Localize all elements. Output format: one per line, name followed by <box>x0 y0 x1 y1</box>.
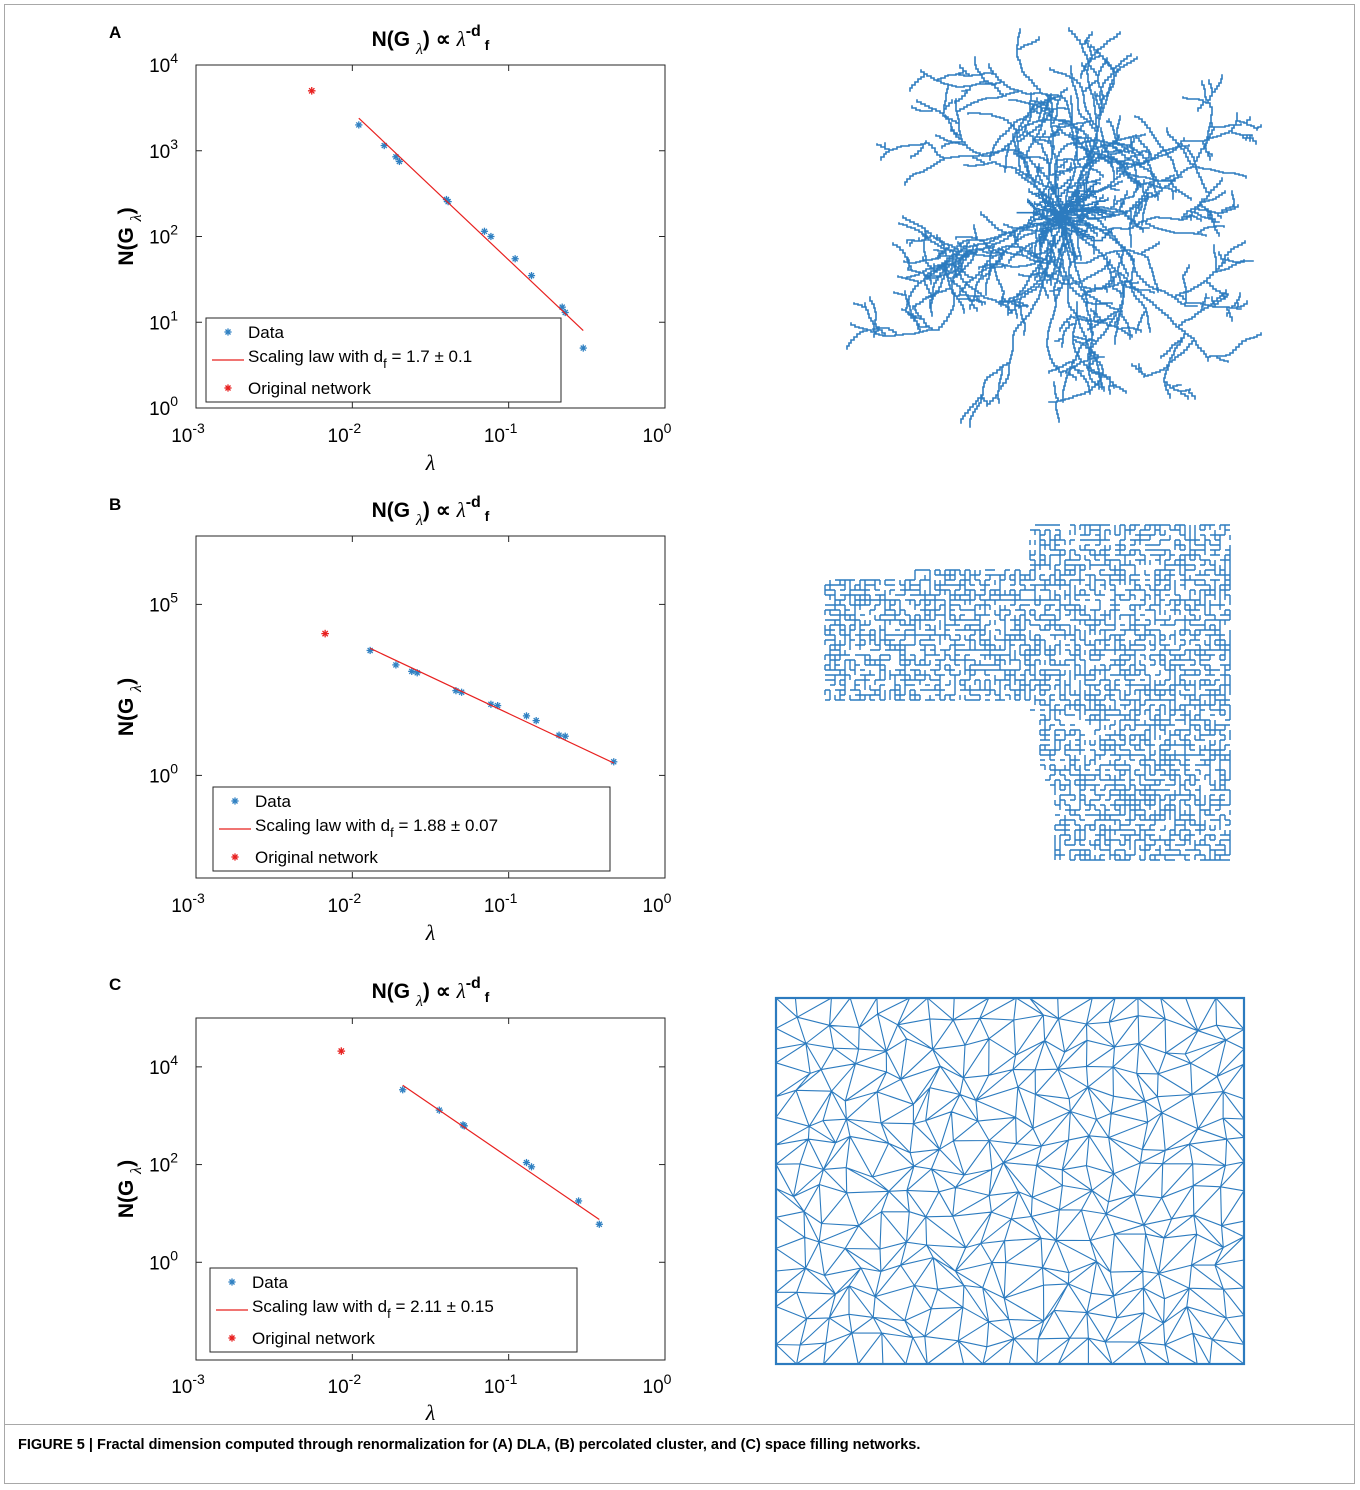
x-tick-label: 10-3 <box>171 1371 205 1398</box>
data-point <box>355 121 363 129</box>
legend-box <box>209 1267 578 1353</box>
y-tick-label: 101 <box>149 307 178 334</box>
y-tick-label: 104 <box>149 1052 178 1079</box>
mesh-border <box>774 996 1246 1366</box>
legend-data-marker <box>224 328 232 336</box>
fit-line <box>402 1084 600 1221</box>
legend-data-label: Data <box>248 323 284 342</box>
data-point <box>610 758 618 766</box>
y-axis-label: N(G λ) <box>115 1160 145 1218</box>
chart-panel-b: 10-3 10-2 10-1 100 100 105 N(G λ) ∝ λ-d f λ N(G … <box>115 494 672 945</box>
space-filling-network-image <box>774 996 1246 1366</box>
x-tick-label: 10-1 <box>484 890 518 917</box>
panel-label-c: C <box>109 975 121 994</box>
legend: Data Scaling law with df = 2.11 ± 0.15 Ori… <box>209 1267 578 1353</box>
x-axis-label: λ <box>425 450 436 475</box>
data-point <box>392 153 400 161</box>
legend-box <box>212 786 611 872</box>
x-axis-label: λ <box>425 1400 436 1425</box>
data-point <box>511 255 519 263</box>
data-point <box>579 344 587 352</box>
original-network-point <box>307 87 316 95</box>
data-point <box>527 271 536 280</box>
x-tick-label: 10-1 <box>484 420 518 447</box>
y-tick-label: 100 <box>149 1247 178 1274</box>
figure-canvas: A B C 10-3 10-2 10-1 100 100 101 102 103 104 N(G … <box>109 23 1262 1425</box>
caption-separator <box>4 1424 1355 1425</box>
data-point <box>408 667 416 675</box>
legend-data-marker <box>228 1278 236 1286</box>
legend-original-marker <box>228 1334 236 1342</box>
plot-area <box>195 535 666 879</box>
data-point <box>561 308 569 317</box>
y-tick-label: 103 <box>149 136 178 163</box>
y-tick-label: 102 <box>149 1150 178 1177</box>
x-tick-label: 10-2 <box>328 420 362 447</box>
y-tick-label: 105 <box>149 589 178 616</box>
legend-original-label: Original network <box>248 379 371 398</box>
x-tick-label: 10-1 <box>484 1371 518 1398</box>
x-tick-label: 10-2 <box>328 890 362 917</box>
legend: Data Scaling law with df = 1.7 ± 0.1 Origi… <box>205 317 562 403</box>
plot-area <box>195 1017 666 1361</box>
chart-title: N(G λ) ∝ λ-d f <box>372 23 490 58</box>
dla-network-image <box>846 27 1262 428</box>
data-point <box>527 1163 536 1171</box>
y-tick-label: 100 <box>149 760 178 787</box>
legend-original-label: Original network <box>252 1329 375 1348</box>
fit-line <box>358 117 584 331</box>
legend-fit-label: Scaling law with df = 1.88 ± 0.07 <box>255 816 498 840</box>
legend-data-label: Data <box>252 1273 288 1292</box>
chart-panel-c: 10-3 10-2 10-1 100 100 102 104 N(G λ) ∝ λ-d f λ N… <box>115 975 672 1425</box>
data-point <box>444 198 452 206</box>
legend: Data Scaling law with df = 1.88 ± 0.07 Ori… <box>212 786 611 872</box>
legend-fit-label: Scaling law with df = 1.7 ± 0.1 <box>248 347 472 371</box>
data-point <box>574 1197 583 1205</box>
x-tick-label: 10-2 <box>328 1371 362 1398</box>
data-point <box>522 712 531 720</box>
data-point <box>480 227 489 235</box>
x-axis-label: λ <box>425 920 436 945</box>
legend-original-marker <box>231 853 239 861</box>
panel-label-b: B <box>109 495 121 514</box>
y-axis-label: N(G λ) <box>115 207 145 265</box>
legend-fit-label: Scaling law with df = 2.11 ± 0.15 <box>252 1297 494 1321</box>
legend-original-marker <box>224 384 232 392</box>
legend-original-label: Original network <box>255 848 378 867</box>
y-tick-label: 104 <box>149 50 178 77</box>
data-point <box>395 157 403 166</box>
y-tick-label: 102 <box>149 222 178 249</box>
y-tick-label: 100 <box>149 393 178 420</box>
x-tick-label: 100 <box>643 420 672 447</box>
fit-line <box>369 647 614 764</box>
data-point <box>366 646 374 655</box>
chart-title: N(G λ) ∝ λ-d f <box>372 975 490 1010</box>
data-point <box>532 717 540 725</box>
data-point <box>561 732 569 740</box>
legend-data-label: Data <box>255 792 291 811</box>
data-point <box>487 232 495 241</box>
original-network-point <box>337 1047 346 1055</box>
x-tick-label: 100 <box>643 1371 672 1398</box>
charts-layer: 10-3 10-2 10-1 100 100 101 102 103 104 N(G λ) ∝ λ… <box>115 23 672 1425</box>
x-tick-label: 10-3 <box>171 420 205 447</box>
figure-caption: FIGURE 5 | Fractal dimension computed th… <box>18 1437 921 1453</box>
data-point <box>595 1220 603 1228</box>
original-network-point <box>321 629 329 638</box>
legend-data-marker <box>231 797 239 805</box>
data-point <box>522 1158 531 1167</box>
networks-layer <box>774 27 1262 1366</box>
x-tick-label: 10-3 <box>171 890 205 917</box>
figure-frame <box>4 4 1355 1484</box>
data-point <box>392 661 400 669</box>
chart-panel-a: 10-3 10-2 10-1 100 100 101 102 103 104 N(G λ) ∝ λ… <box>115 23 672 475</box>
legend-box <box>205 317 562 403</box>
y-axis-label: N(G λ) <box>115 678 145 736</box>
percolation-network-image <box>824 524 1231 861</box>
x-tick-label: 100 <box>643 890 672 917</box>
chart-title: N(G λ) ∝ λ-d f <box>372 494 490 529</box>
panel-label-a: A <box>109 23 121 42</box>
data-point <box>399 1086 407 1094</box>
